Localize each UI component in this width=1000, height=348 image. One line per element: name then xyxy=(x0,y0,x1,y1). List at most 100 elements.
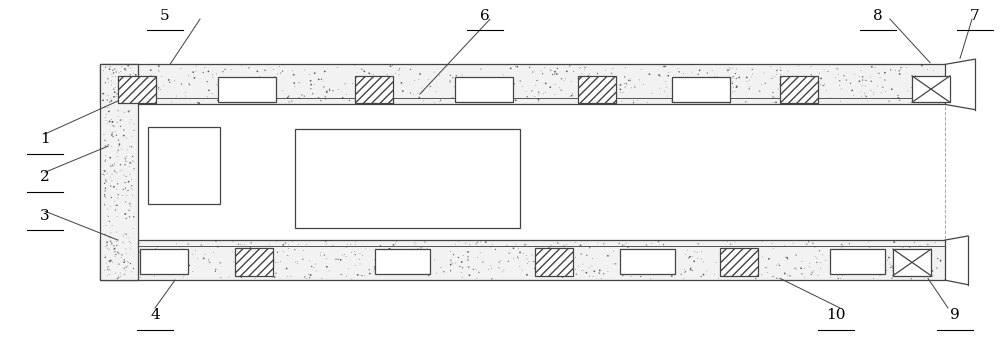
Point xyxy=(651,261,667,267)
Point xyxy=(302,272,318,278)
Point xyxy=(108,239,124,244)
Point xyxy=(101,64,117,69)
Point xyxy=(667,259,683,265)
Point xyxy=(107,168,123,174)
Point xyxy=(487,86,503,92)
Point xyxy=(613,90,629,95)
Point xyxy=(210,84,226,89)
Point xyxy=(260,269,276,274)
Point xyxy=(482,244,498,250)
Point xyxy=(188,247,204,253)
Point xyxy=(593,80,609,85)
Point xyxy=(302,71,318,77)
Point xyxy=(131,240,147,246)
Point xyxy=(747,254,763,260)
Point xyxy=(612,87,628,92)
Point xyxy=(358,93,374,99)
Point xyxy=(133,274,149,280)
Point xyxy=(414,263,430,269)
Point xyxy=(125,71,141,76)
Point xyxy=(853,89,869,95)
Point xyxy=(822,95,838,101)
Point xyxy=(518,88,534,94)
Point xyxy=(617,74,633,80)
Point xyxy=(174,81,190,87)
Point xyxy=(920,67,936,72)
Point xyxy=(869,83,885,89)
Point xyxy=(385,242,401,248)
Bar xyxy=(830,249,885,274)
Point xyxy=(124,183,140,189)
Point xyxy=(559,69,575,74)
Point xyxy=(271,64,287,69)
Point xyxy=(110,113,126,119)
Point xyxy=(126,128,142,133)
Point xyxy=(711,275,727,281)
Point xyxy=(388,71,404,77)
Point xyxy=(236,86,252,92)
Point xyxy=(223,67,239,72)
Bar xyxy=(295,129,520,228)
Point xyxy=(568,271,584,277)
Point xyxy=(233,275,249,280)
Point xyxy=(325,88,341,94)
Point xyxy=(907,95,923,101)
Point xyxy=(268,260,284,265)
Point xyxy=(110,76,126,81)
Point xyxy=(805,240,821,246)
Point xyxy=(916,275,932,281)
Point xyxy=(106,123,122,129)
Point xyxy=(152,87,168,92)
Point xyxy=(204,90,220,96)
Point xyxy=(103,164,119,169)
Point xyxy=(103,96,119,101)
Point xyxy=(833,86,849,92)
Point xyxy=(864,79,880,85)
Point xyxy=(102,99,118,105)
Point xyxy=(319,88,335,94)
Point xyxy=(914,63,930,68)
Point xyxy=(181,80,197,86)
Point xyxy=(319,256,335,262)
Point xyxy=(280,246,296,251)
Point xyxy=(280,274,296,279)
Point xyxy=(339,274,355,279)
Point xyxy=(823,274,839,280)
Point xyxy=(311,77,327,82)
Point xyxy=(115,84,131,89)
Point xyxy=(503,79,519,85)
Point xyxy=(436,269,452,275)
Point xyxy=(124,93,140,99)
Point xyxy=(250,264,266,270)
Point xyxy=(102,258,118,263)
Point xyxy=(535,91,551,97)
Point xyxy=(442,72,458,78)
Point xyxy=(557,76,573,81)
Point xyxy=(197,252,213,257)
Point xyxy=(115,187,131,192)
Point xyxy=(623,85,639,91)
Point xyxy=(97,137,113,143)
Point xyxy=(830,263,846,268)
Point xyxy=(97,143,113,149)
Point xyxy=(313,250,329,255)
Point xyxy=(124,177,140,182)
Point xyxy=(226,259,242,265)
Point xyxy=(321,268,337,274)
Point xyxy=(116,133,132,139)
Point xyxy=(242,252,258,258)
Point xyxy=(120,188,136,193)
Point xyxy=(720,269,736,275)
Point xyxy=(623,274,639,279)
Point xyxy=(102,119,118,124)
Point xyxy=(420,270,436,275)
Point xyxy=(584,263,600,269)
Point xyxy=(519,94,535,100)
Point xyxy=(794,258,810,264)
Point xyxy=(881,98,897,104)
Point xyxy=(100,76,116,81)
Point xyxy=(684,268,700,273)
Point xyxy=(699,268,715,274)
Point xyxy=(123,240,139,246)
Point xyxy=(176,274,192,280)
